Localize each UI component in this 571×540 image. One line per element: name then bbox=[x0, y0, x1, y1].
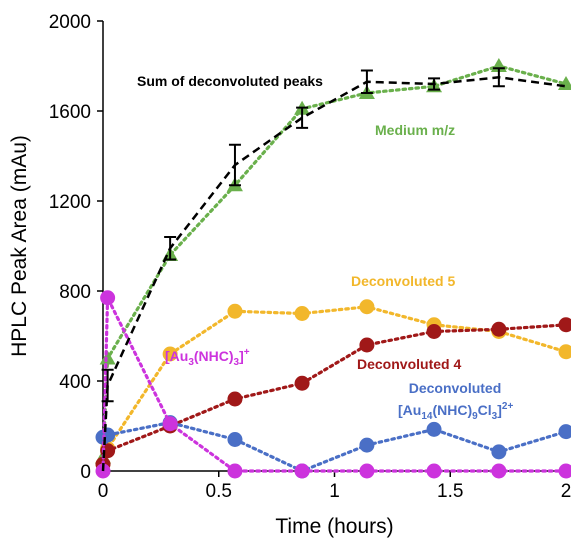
data-point-2 bbox=[162, 346, 178, 362]
data-point-3 bbox=[426, 324, 442, 339]
formula-part: ] bbox=[239, 348, 244, 364]
formula-part: (NHC) bbox=[432, 402, 472, 418]
formula-sub: 14 bbox=[421, 411, 433, 422]
y-tick-label: 1600 bbox=[49, 102, 91, 123]
data-point-2 bbox=[227, 303, 243, 319]
data-point-2 bbox=[359, 299, 375, 315]
data-point-4 bbox=[100, 427, 116, 443]
x-tick-label: 2 bbox=[561, 481, 571, 502]
data-point-3 bbox=[227, 391, 243, 407]
data-point-5 bbox=[227, 463, 243, 479]
annotation-au3-formula: [Au3(NHC)3]+ bbox=[165, 347, 250, 368]
formula-sup: + bbox=[244, 347, 250, 358]
data-point-4 bbox=[558, 424, 571, 440]
formula-sub: 3 bbox=[492, 411, 498, 422]
y-tick-label: 400 bbox=[59, 372, 91, 393]
data-point-5 bbox=[294, 463, 310, 479]
series-line-0 bbox=[101, 76, 567, 472]
data-point-4 bbox=[359, 437, 375, 453]
x-tick-label: 0.5 bbox=[206, 481, 232, 502]
formula-part: Cl bbox=[478, 402, 492, 418]
series-line-1 bbox=[101, 64, 568, 460]
formula-part: [Au bbox=[398, 402, 421, 418]
x-tick-label: 1 bbox=[329, 481, 340, 502]
data-point-2 bbox=[558, 344, 571, 360]
data-point-3 bbox=[558, 317, 571, 333]
annotation-deconvoluted-5: Deconvoluted 5 bbox=[351, 273, 455, 289]
formula-sub: 3 bbox=[234, 357, 240, 368]
x-axis-label: Time (hours) bbox=[275, 515, 393, 538]
y-axis-label: HPLC Peak Area (mAu) bbox=[8, 135, 31, 357]
data-point-1 bbox=[99, 350, 116, 365]
data-point-5 bbox=[426, 463, 442, 479]
data-point-2 bbox=[294, 306, 310, 321]
formula-part: ] bbox=[497, 402, 502, 418]
data-point-3 bbox=[359, 337, 375, 353]
y-tick-label: 800 bbox=[59, 282, 91, 303]
data-point-3 bbox=[491, 321, 507, 337]
formula-sub: 9 bbox=[472, 411, 478, 422]
annotations: Sum of deconvoluted peaks Medium m/z Dec… bbox=[137, 73, 513, 422]
data-point-5 bbox=[491, 463, 507, 479]
y-tick-label: 2000 bbox=[49, 12, 91, 33]
data-point-4 bbox=[426, 421, 442, 437]
data-point-5 bbox=[100, 290, 116, 306]
annotation-deconvoluted-4: Deconvoluted 4 bbox=[357, 356, 461, 372]
plot-area: 0 400 800 1200 1600 2000 0 0.5 1 1.5 2 Time (hours)… bbox=[8, 12, 571, 538]
formula-part: (NHC) bbox=[194, 348, 234, 364]
annotation-au14-formula: [Au14(NHC)9Cl3]2+ bbox=[398, 401, 513, 422]
x-tick-label: 1.5 bbox=[437, 481, 463, 502]
data-point-5 bbox=[558, 463, 571, 479]
data-point-3 bbox=[294, 375, 310, 391]
data-point-4 bbox=[491, 444, 507, 460]
formula-sup: 2+ bbox=[502, 401, 514, 412]
data-point-5 bbox=[162, 416, 178, 432]
annotation-au14-line1: Deconvoluted bbox=[409, 380, 502, 396]
data-point-4 bbox=[227, 432, 243, 447]
formula-sub: 3 bbox=[188, 357, 194, 368]
formula-part: [Au bbox=[165, 348, 188, 364]
annotation-sum: Sum of deconvoluted peaks bbox=[137, 73, 323, 89]
series-layer bbox=[95, 58, 571, 479]
y-tick-label: 1200 bbox=[49, 192, 91, 213]
annotation-au14-word: Deconvoluted bbox=[409, 380, 502, 396]
data-point-5 bbox=[359, 463, 375, 479]
x-tick-label: 0 bbox=[98, 481, 109, 502]
y-tick-label: 0 bbox=[80, 462, 91, 483]
annotation-medium: Medium m/z bbox=[375, 122, 455, 138]
